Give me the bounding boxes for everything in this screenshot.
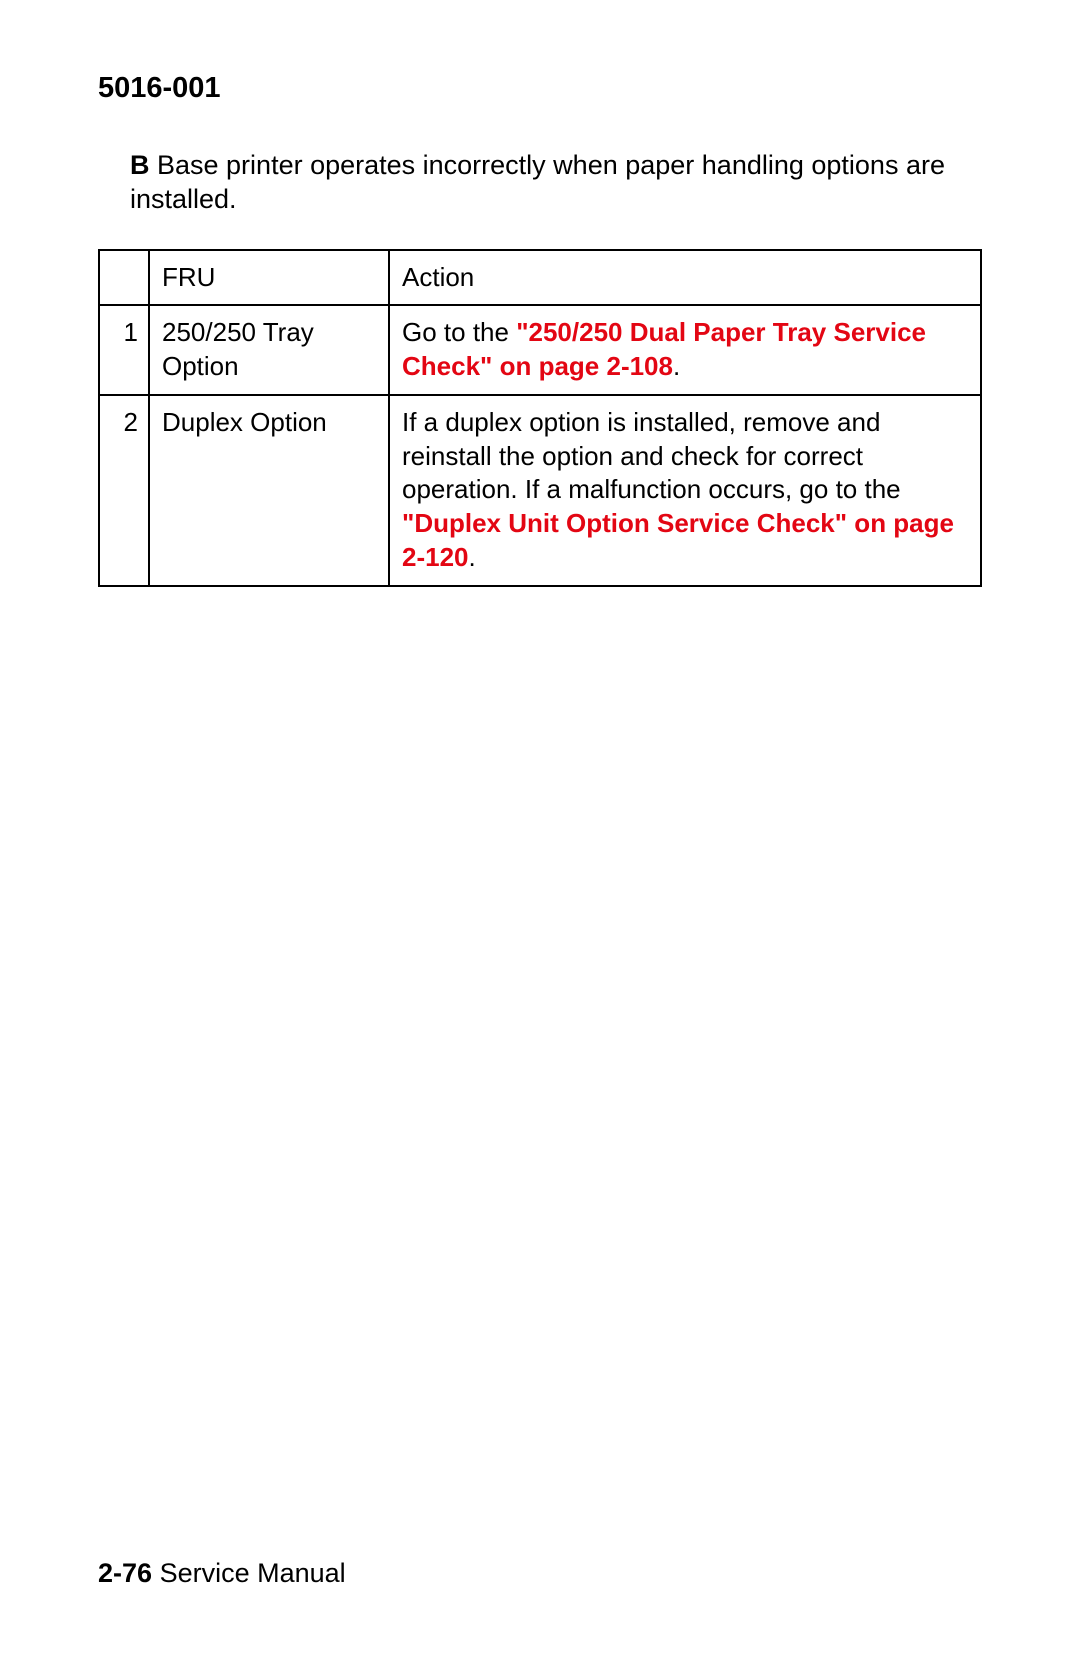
table-header-fru: FRU (149, 250, 389, 306)
document-code-header: 5016-001 (98, 72, 982, 105)
row-fru: 250/250 Tray Option (149, 305, 389, 395)
table-header-row: FRU Action (99, 250, 981, 306)
row-fru: Duplex Option (149, 395, 389, 586)
row-number: 1 (99, 305, 149, 395)
fru-action-table: FRU Action 1 250/250 Tray Option Go to t… (98, 249, 982, 587)
page-footer: 2-76 Service Manual (98, 1558, 346, 1589)
section-intro: B Base printer operates incorrectly when… (130, 149, 982, 217)
section-intro-text: Base printer operates incorrectly when p… (130, 150, 945, 214)
action-pre-text: Go to the (402, 317, 516, 347)
table-header-num (99, 250, 149, 306)
page: 5016-001 B Base printer operates incorre… (0, 0, 1080, 1669)
row-number: 2 (99, 395, 149, 586)
table-row: 1 250/250 Tray Option Go to the "250/250… (99, 305, 981, 395)
cross-reference-link[interactable]: "Duplex Unit Option Service Check" on pa… (402, 508, 954, 572)
table-header-action: Action (389, 250, 981, 306)
row-action: If a duplex option is installed, remove … (389, 395, 981, 586)
page-number: 2-76 (98, 1558, 152, 1588)
row-action: Go to the "250/250 Dual Paper Tray Servi… (389, 305, 981, 395)
section-letter: B (130, 150, 150, 180)
action-pre-text: If a duplex option is installed, remove … (402, 407, 901, 505)
action-post-text: . (469, 542, 476, 572)
action-post-text: . (673, 351, 680, 381)
manual-title: Service Manual (160, 1558, 346, 1588)
table-row: 2 Duplex Option If a duplex option is in… (99, 395, 981, 586)
